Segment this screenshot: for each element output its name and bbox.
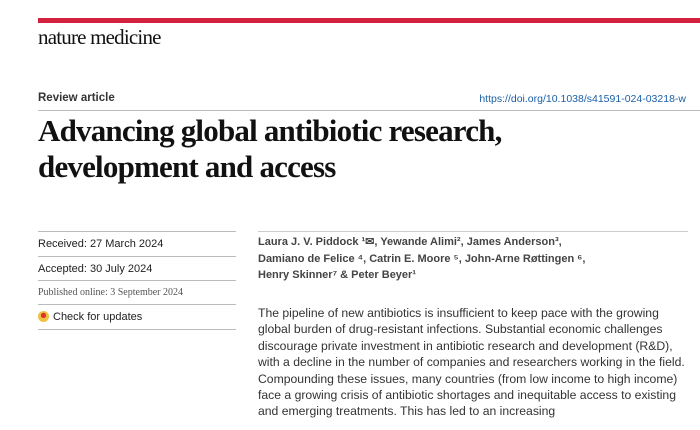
published-date: Published online: 3 September 2024 <box>38 280 236 305</box>
accepted-date: Accepted: 30 July 2024 <box>38 256 236 281</box>
title-line: development and access <box>38 149 336 184</box>
author-line[interactable]: Damiano de Felice ⁴, Catrin E. Moore ⁵, … <box>258 252 586 265</box>
doi-link[interactable]: https://doi.org/10.1038/s41591-024-03218… <box>479 93 686 105</box>
divider <box>38 110 700 111</box>
author-line[interactable]: Laura J. V. Piddock ¹✉, Yewande Alimi², … <box>258 236 562 248</box>
article-title: Advancing global antibiotic research, de… <box>38 113 502 185</box>
received-date: Received: 27 March 2024 <box>38 231 236 256</box>
article-type: Review article <box>38 92 115 104</box>
check-for-updates-button[interactable]: Check for updates <box>38 304 236 330</box>
abstract: The pipeline of new antibiotics is insuf… <box>258 306 685 419</box>
journal-accent-bar <box>38 18 700 23</box>
journal-logo[interactable]: nature medicine <box>38 25 161 49</box>
author-line[interactable]: Henry Skinner⁷ & Peter Beyer¹ <box>258 269 416 281</box>
check-updates-label: Check for updates <box>53 311 143 323</box>
check-updates-icon <box>38 311 49 322</box>
author-list: Laura J. V. Piddock ¹✉, Yewande Alimi², … <box>258 231 688 284</box>
title-line: Advancing global antibiotic research, <box>38 113 502 148</box>
